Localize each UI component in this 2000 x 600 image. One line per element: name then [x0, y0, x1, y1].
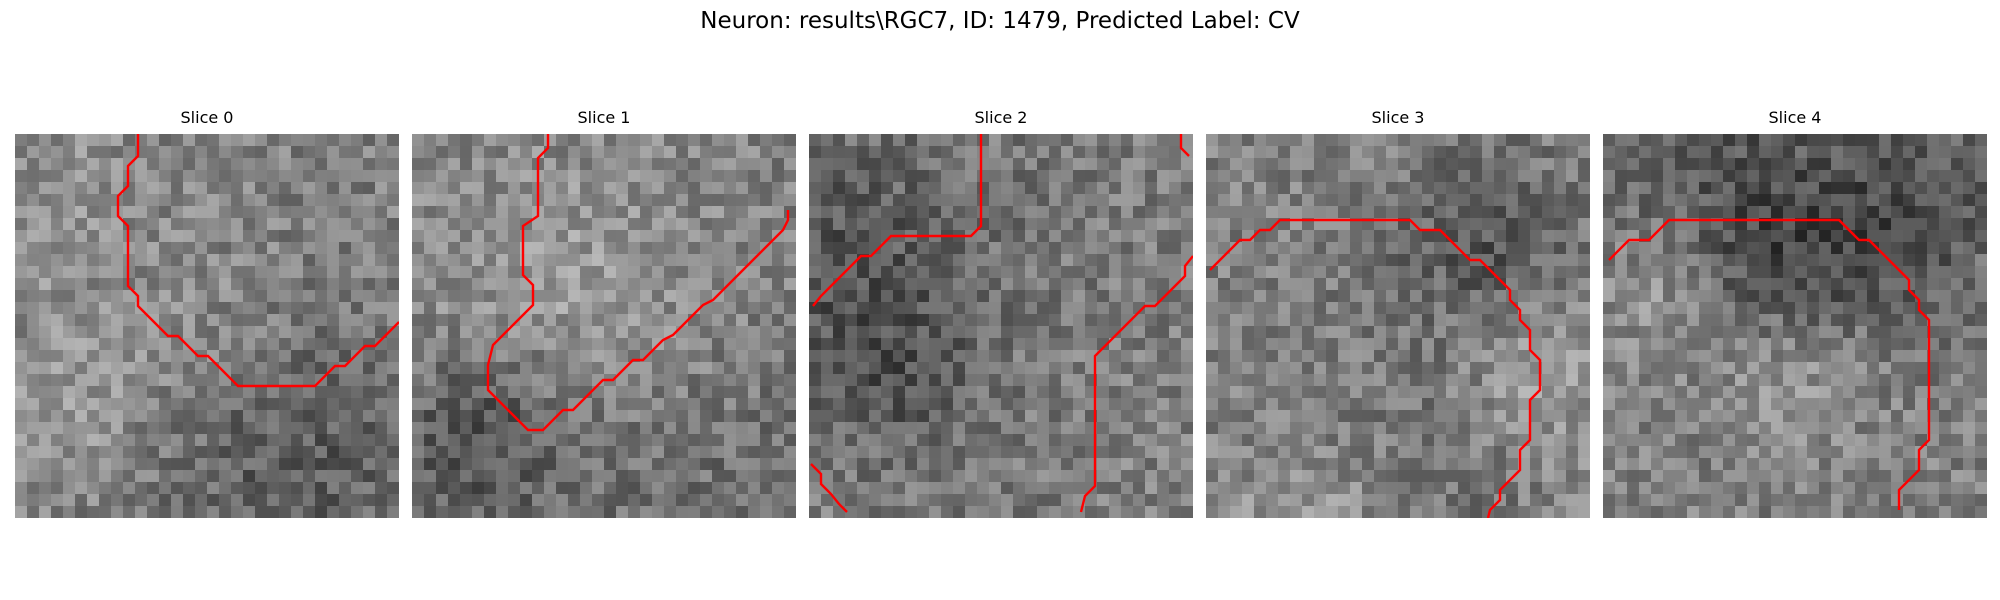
slice-panel-1: Slice 1 [412, 108, 796, 518]
slice-panel-3: Slice 3 [1206, 108, 1590, 518]
contour-line [486, 134, 790, 432]
contour-line [1209, 218, 1542, 518]
slice-title: Slice 1 [577, 108, 631, 127]
contour-line [812, 134, 983, 307]
contour-line [810, 463, 848, 513]
slice-image-2 [809, 134, 1193, 518]
slice-image-0 [15, 134, 399, 518]
contour-line [1079, 255, 1193, 513]
slice-image-1 [412, 134, 796, 518]
figure-title: Neuron: results\RGC7, ID: 1479, Predicte… [700, 8, 1300, 34]
slice-title: Slice 3 [1371, 108, 1425, 127]
slice-image-3 [1206, 134, 1590, 518]
slice-title: Slice 2 [974, 108, 1028, 127]
slice-title: Slice 0 [180, 108, 234, 127]
slice-panel-4: Slice 4 [1603, 108, 1987, 518]
contour-line [116, 134, 399, 388]
contour-line [1608, 218, 1931, 510]
slice-panel-2: Slice 2 [809, 108, 1193, 518]
contour-line [1179, 134, 1190, 157]
slice-panel-0: Slice 0 [15, 108, 399, 518]
slice-title: Slice 4 [1768, 108, 1822, 127]
slice-image-4 [1603, 134, 1987, 518]
